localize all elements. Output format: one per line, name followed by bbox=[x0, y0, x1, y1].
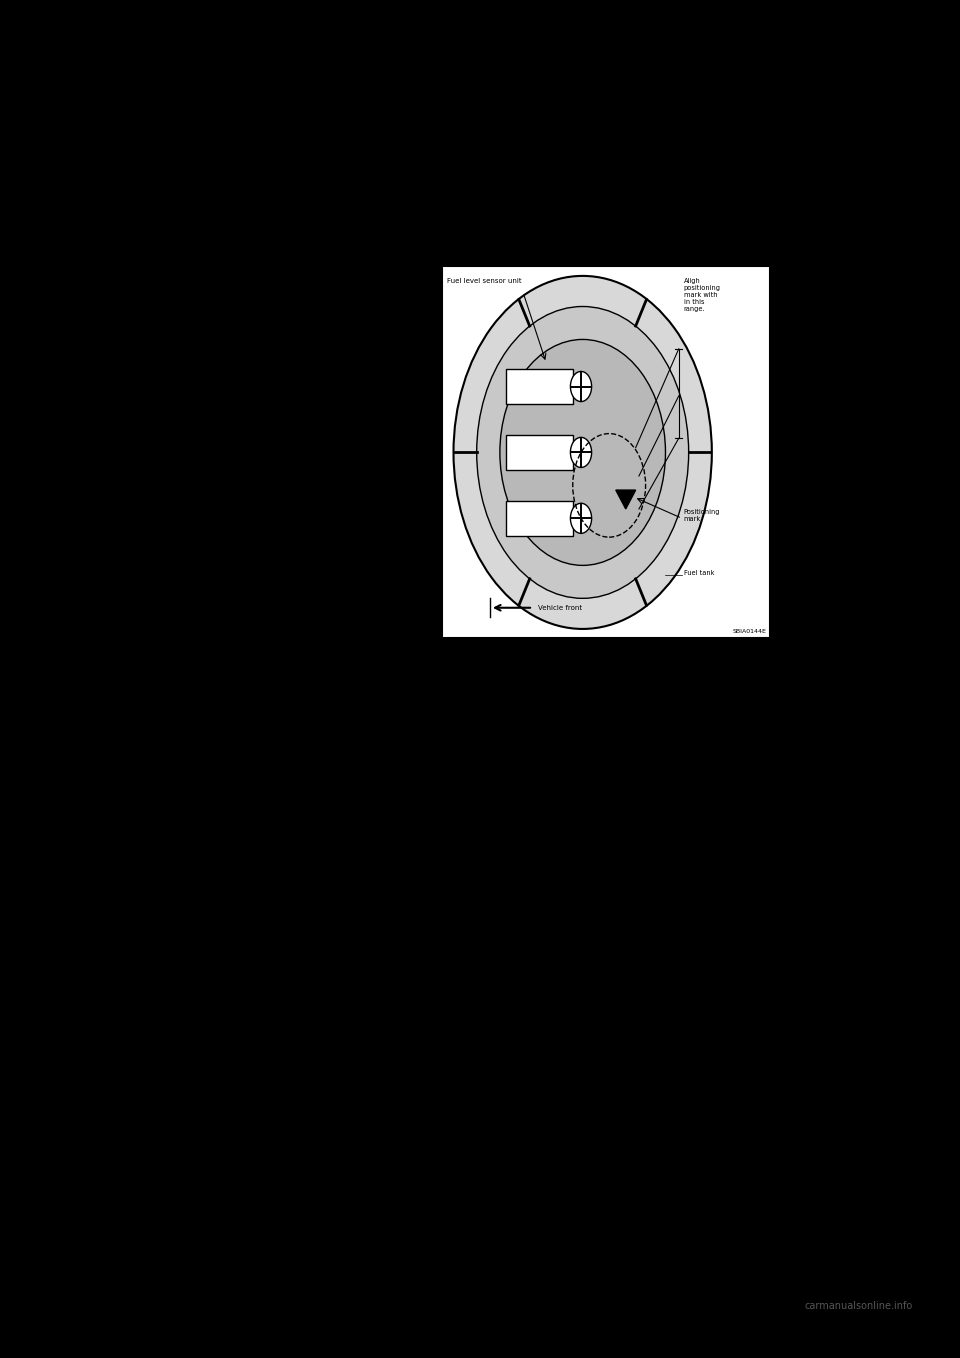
Text: SBIA0144E: SBIA0144E bbox=[732, 629, 766, 634]
Text: ●: ● bbox=[60, 210, 71, 224]
Text: Pull the tube and the connector to make sure they are securely connected.: Pull the tube and the connector to make … bbox=[87, 178, 586, 190]
Text: Fuel tank: Fuel tank bbox=[684, 570, 714, 576]
Ellipse shape bbox=[477, 307, 688, 599]
Text: ●: ● bbox=[60, 349, 71, 363]
Text: NOTE:: NOTE: bbox=[105, 265, 146, 277]
Text: INSPECTION AFTER INSTALLATION: INSPECTION AFTER INSTALLATION bbox=[47, 679, 286, 693]
Text: [YD22DDTi]: [YD22DDTi] bbox=[813, 114, 913, 129]
Circle shape bbox=[570, 504, 591, 534]
Bar bbox=[507, 369, 573, 405]
Text: FUEL LEVEL SENSOR UNIT: FUEL LEVEL SENSOR UNIT bbox=[339, 86, 621, 105]
Polygon shape bbox=[615, 490, 636, 509]
Text: Positioning
mark: Positioning mark bbox=[684, 509, 720, 521]
FancyBboxPatch shape bbox=[442, 266, 770, 638]
Text: Aligh
positioning
mark with
in this
range.: Aligh positioning mark with in this rang… bbox=[684, 278, 721, 312]
Text: Install the inspection hole cover with the front mark (arrow)
facing front of th: Install the inspection hole cover with t… bbox=[87, 349, 489, 378]
Text: 1.: 1. bbox=[47, 736, 60, 750]
Text: Visually confirm that the two retainer tabs are connected to the connector.: Visually confirm that the two retainer t… bbox=[87, 149, 588, 162]
Circle shape bbox=[570, 437, 591, 467]
Bar bbox=[507, 435, 573, 470]
Text: Fuel level sensor unit: Fuel level sensor unit bbox=[446, 278, 521, 284]
Bar bbox=[507, 501, 573, 536]
Text: FL-20: FL-20 bbox=[458, 1294, 502, 1308]
Text: Make sure there is no fuel leakage at connections in the following steps.: Make sure there is no fuel leakage at co… bbox=[47, 708, 531, 720]
Text: Install fuel level sensor unit with mating mark (triangular protrusion) facing b: Install fuel level sensor unit with mati… bbox=[87, 210, 789, 239]
Text: On right side of fuel tank, there are three carved lines on fuel tank. Set matin: On right side of fuel tank, there are th… bbox=[105, 292, 800, 320]
Text: 2.: 2. bbox=[47, 790, 60, 803]
Ellipse shape bbox=[500, 340, 665, 565]
Text: carmanualsonline.info: carmanualsonline.info bbox=[804, 1301, 913, 1310]
Text: Start the engine and rev it up and check for fuel leaks at connections.: Start the engine and rev it up and check… bbox=[81, 790, 547, 803]
Text: ●: ● bbox=[60, 178, 71, 190]
Text: ●: ● bbox=[60, 149, 71, 162]
Ellipse shape bbox=[453, 276, 712, 629]
Circle shape bbox=[570, 372, 591, 402]
Text: Vehicle front: Vehicle front bbox=[538, 604, 582, 611]
Text: Apply fuel pressure to fuel lines with turning ignition switch ON (with engine s: Apply fuel pressure to fuel lines with t… bbox=[81, 736, 793, 765]
